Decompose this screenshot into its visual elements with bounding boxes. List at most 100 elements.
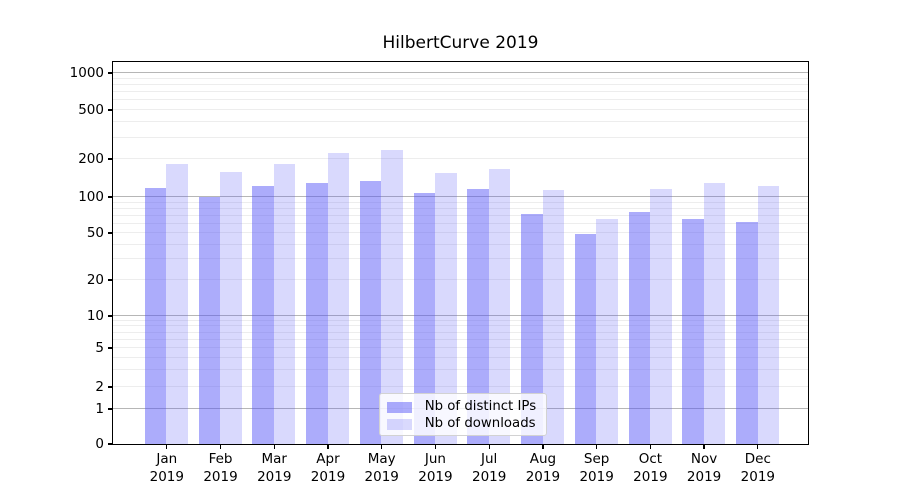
y-tick-mark: [107, 315, 112, 317]
x-tick-label-line: Nov: [690, 451, 718, 467]
x-tick-mark: [757, 445, 759, 449]
x-tick-label-line: 2019: [740, 468, 775, 485]
bar-downloads: [273, 164, 296, 445]
bar-distinct-ips: [413, 193, 436, 445]
legend: Nb of distinct IPs Nb of downloads: [378, 392, 547, 436]
x-tick-label-line: 2019: [364, 468, 399, 485]
bar-distinct-ips: [252, 185, 274, 445]
bar-distinct-ips: [198, 197, 221, 445]
minor-gridline: [112, 356, 809, 358]
legend-label: Nb of distinct IPs: [424, 399, 537, 415]
y-tick-mark: [107, 279, 112, 281]
y-tick-label: 20: [86, 272, 104, 288]
minor-gridline: [112, 368, 809, 370]
bar-downloads: [703, 182, 726, 445]
y-tick-label: 1: [95, 401, 104, 417]
bar-distinct-ips: [306, 182, 328, 445]
x-tick-label-line: 2019: [257, 468, 292, 485]
x-tick-label-line: May: [367, 451, 396, 467]
bar-downloads: [381, 149, 403, 445]
y-tick-label: 10: [86, 308, 104, 324]
major-gridline: [112, 72, 809, 74]
x-tick-mark: [273, 445, 275, 449]
plot-area: Nb of distinct IPs Nb of downloads: [111, 60, 810, 446]
legend-swatch: [386, 418, 412, 430]
y-tick-mark: [107, 232, 112, 234]
minor-gridline: [112, 232, 809, 234]
x-tick-label-line: Mar: [261, 451, 287, 467]
bar-downloads: [166, 164, 188, 445]
bar-distinct-ips: [359, 181, 382, 445]
x-tick-mark: [166, 445, 168, 449]
x-tick-label: Dec 2019: [730, 451, 786, 486]
y-tick-mark: [107, 158, 112, 160]
x-tick-label-line: 2019: [471, 468, 507, 485]
y-tick-mark: [107, 347, 112, 349]
minor-gridline: [112, 320, 809, 322]
x-tick-label-line: 2019: [633, 468, 668, 485]
y-tick-label: 0: [95, 436, 104, 452]
minor-gridline: [112, 207, 809, 209]
minor-gridline: [112, 214, 809, 216]
x-tick-label-line: Sep: [583, 451, 610, 467]
minor-gridline: [112, 109, 809, 111]
y-tick-mark: [107, 109, 112, 111]
x-tick-label-line: Jan: [156, 451, 178, 467]
minor-gridline: [112, 121, 809, 123]
x-tick-label: Aug 2019: [515, 451, 571, 486]
x-tick-label-line: 2019: [686, 468, 722, 485]
x-tick-label-line: 2019: [149, 468, 184, 485]
minor-gridline: [112, 99, 809, 101]
minor-gridline: [112, 222, 809, 224]
minor-gridline: [112, 325, 809, 327]
y-tick-mark: [107, 196, 112, 198]
x-tick-mark: [488, 445, 490, 449]
x-tick-mark: [434, 445, 437, 449]
bar-distinct-ips: [144, 188, 167, 445]
x-tick-label: Mar 2019: [246, 451, 302, 486]
bar-downloads: [650, 189, 672, 445]
x-tick-label: Jul 2019: [461, 451, 517, 486]
bar-downloads: [220, 171, 242, 445]
x-tick-label: Jan 2019: [139, 451, 195, 486]
y-tick-mark: [107, 443, 112, 445]
major-gridline: [112, 196, 809, 198]
bar-distinct-ips: [467, 189, 489, 445]
y-tick-mark: [107, 408, 112, 410]
bar-downloads: [435, 173, 457, 445]
minor-gridline: [112, 338, 809, 340]
y-tick-label: 200: [78, 151, 104, 167]
x-tick-label-line: Apr: [316, 451, 340, 467]
y-tick-label: 50: [86, 225, 104, 241]
minor-gridline: [112, 243, 809, 245]
minor-gridline: [112, 331, 809, 333]
y-tick-label: 2: [95, 379, 104, 395]
bar-distinct-ips: [736, 222, 758, 445]
legend-swatch: [386, 401, 412, 413]
x-tick-label-line: Jul: [481, 451, 498, 467]
x-tick-label-line: Aug: [529, 451, 557, 467]
bar-distinct-ips: [682, 218, 704, 445]
x-tick-label-line: Jun: [424, 451, 446, 467]
x-tick-label-line: 2019: [203, 468, 238, 485]
chart-title: HilbertCurve 2019: [382, 33, 539, 53]
minor-gridline: [112, 279, 809, 281]
legend-item: Nb of downloads: [386, 416, 538, 433]
x-tick-label: Sep 2019: [569, 451, 625, 486]
x-tick-label: Feb 2019: [193, 451, 249, 486]
y-tick-label: 100: [78, 189, 104, 205]
minor-gridline: [112, 258, 809, 260]
minor-gridline: [112, 201, 809, 203]
x-tick-label: Apr 2019: [300, 451, 356, 486]
y-tick-mark: [107, 386, 112, 388]
y-tick-mark: [107, 72, 112, 74]
x-tick-mark: [327, 445, 329, 449]
x-tick-label-line: 2019: [525, 468, 561, 485]
minor-gridline: [112, 136, 809, 138]
minor-gridline: [112, 347, 809, 349]
x-tick-mark: [542, 445, 544, 449]
x-tick-label: Oct 2019: [622, 451, 678, 486]
minor-gridline: [112, 84, 809, 86]
minor-gridline: [112, 91, 809, 93]
